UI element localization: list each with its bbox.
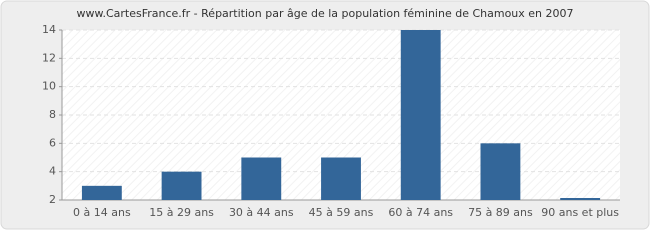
y-tick-label: 8 <box>49 108 56 121</box>
bar <box>241 157 282 200</box>
chart-title: www.CartesFrance.fr - Répartition par âg… <box>76 7 573 20</box>
x-tick-label: 75 à 89 ans <box>468 206 533 219</box>
bar <box>161 171 202 200</box>
x-tick-label: 0 à 14 ans <box>73 206 131 219</box>
bar <box>480 143 521 200</box>
y-tick-label: 10 <box>42 80 56 93</box>
x-tick-label: 15 à 29 ans <box>149 206 214 219</box>
bar <box>560 198 601 200</box>
chart: www.CartesFrance.fr - Répartition par âg… <box>0 0 650 230</box>
x-tick-label: 90 ans et plus <box>541 206 619 219</box>
y-tick-label: 12 <box>42 51 56 64</box>
y-tick-label: 2 <box>49 193 56 206</box>
y-tick-label: 4 <box>49 165 56 178</box>
y-tick-label: 14 <box>42 23 56 36</box>
x-tick-label: 60 à 74 ans <box>388 206 453 219</box>
x-tick-label: 45 à 59 ans <box>309 206 374 219</box>
x-tick-label: 30 à 44 ans <box>229 206 294 219</box>
bar <box>321 157 361 200</box>
y-tick-label: 6 <box>49 136 56 149</box>
bar <box>400 30 441 200</box>
bar <box>81 185 122 200</box>
page: {"chart_data": {"type": "bar", "title": … <box>0 0 650 230</box>
